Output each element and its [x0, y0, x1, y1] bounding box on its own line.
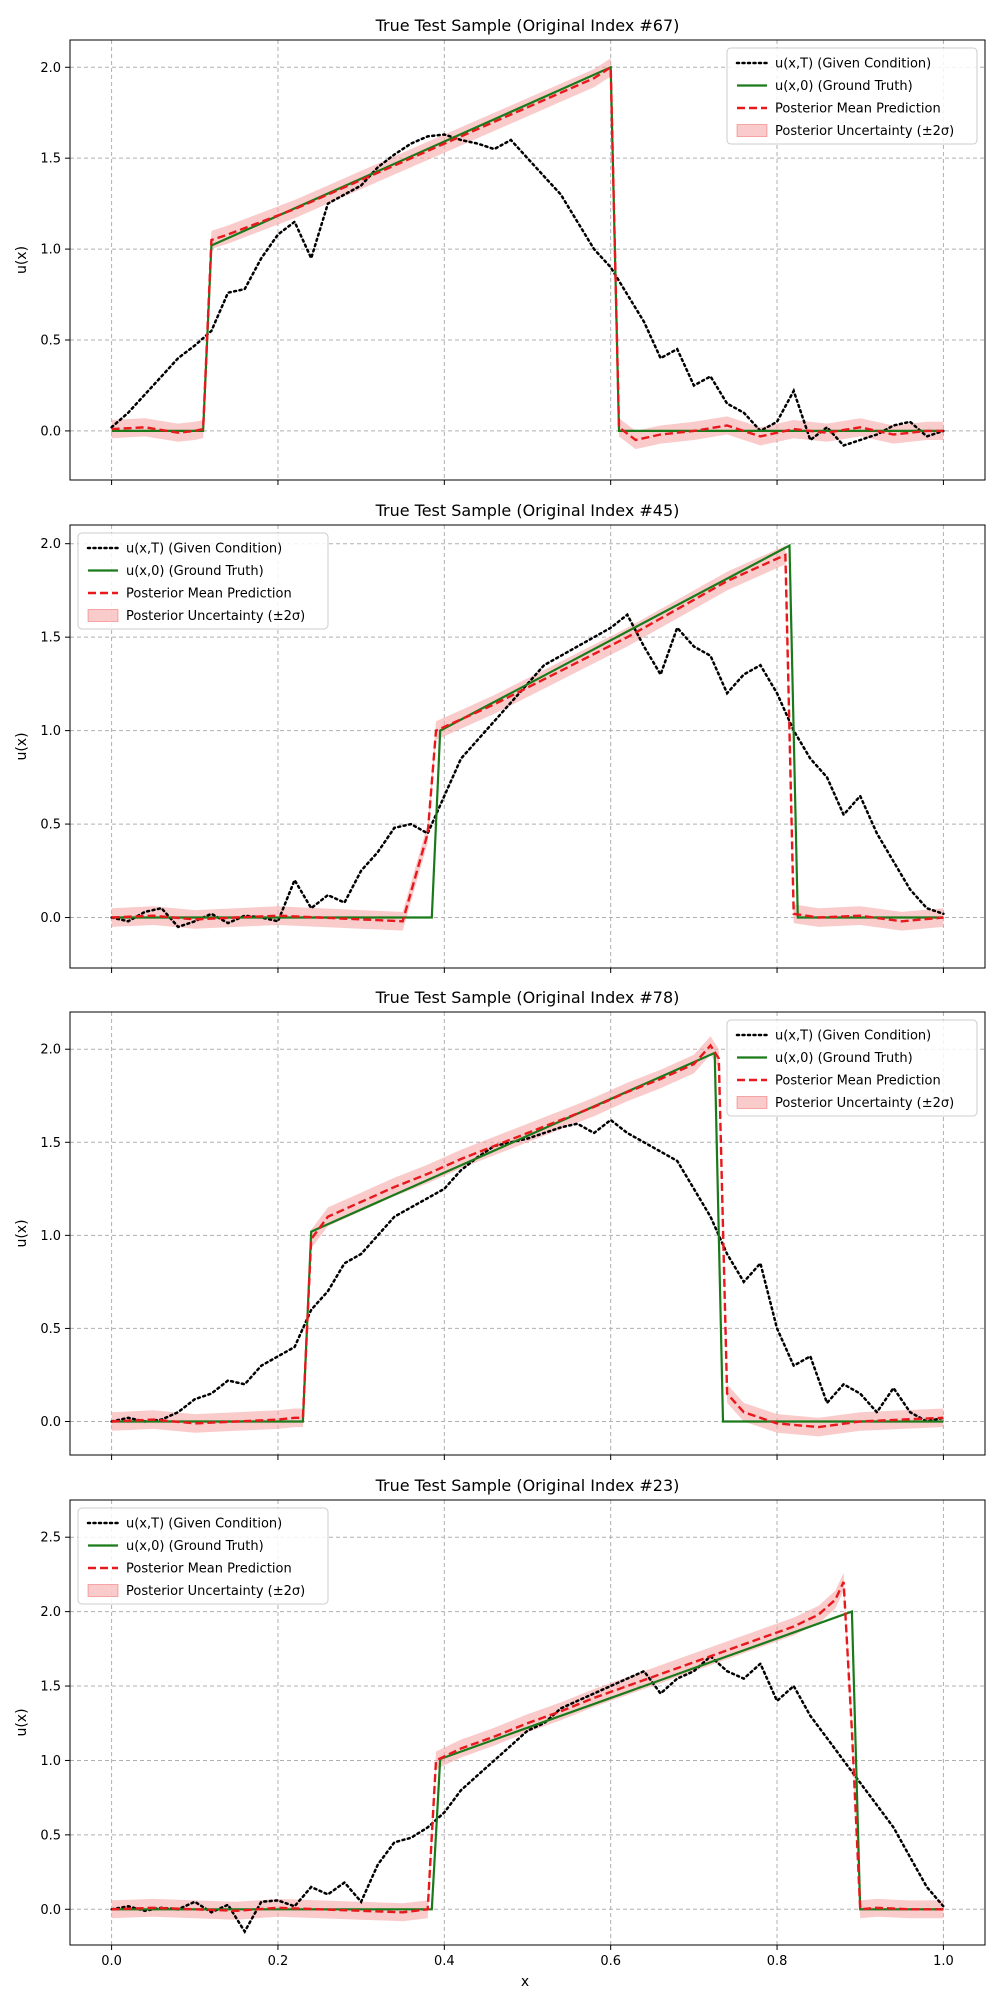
chart-title: True Test Sample (Original Index #45)	[375, 501, 680, 520]
legend-label-condition: u(x,T) (Given Condition)	[126, 1517, 282, 1532]
posterior-mean-line	[111, 1043, 944, 1429]
y-tick-label: 2.0	[40, 61, 61, 76]
y-tick-label: 0.5	[40, 334, 61, 349]
y-tick-label: 1.5	[40, 152, 61, 167]
y-tick-label: 0.0	[40, 911, 61, 926]
y-tick-label: 1.5	[40, 1136, 61, 1151]
y-tick-label: 0.0	[40, 1903, 61, 1918]
chart-panel-3: True Test Sample (Original Index #78) 0.0…	[14, 988, 986, 1460]
legend-swatch-band	[87, 609, 119, 622]
y-tick-label: 0.5	[40, 818, 61, 833]
legend-label-band: Posterior Uncertainty (±2σ)	[775, 1096, 954, 1111]
chart-panel-2: True Test Sample (Original Index #45) 0.0…	[14, 501, 986, 973]
chart-panel-1: True Test Sample (Original Index #67) 0.0…	[14, 16, 986, 485]
legend-label-band: Posterior Uncertainty (±2σ)	[126, 1584, 305, 1599]
axes-frame	[69, 39, 986, 481]
y-tick-label: 2.5	[40, 1531, 61, 1546]
y-tick-label: 1.0	[40, 724, 61, 739]
legend-box	[726, 1019, 978, 1117]
legend-label-truth: u(x,0) (Ground Truth)	[775, 79, 913, 94]
posterior-mean-line	[111, 1581, 944, 1914]
x-tick-label: 0.6	[600, 1954, 621, 1969]
shared-x-axis-label: x	[521, 1974, 529, 1990]
condition-line	[110, 1118, 945, 1423]
legend-label-band: Posterior Uncertainty (±2σ)	[126, 609, 305, 624]
legend-label-condition: u(x,T) (Given Condition)	[775, 57, 931, 72]
ground-truth-line	[111, 1051, 944, 1423]
x-tick-label: 0.2	[268, 1954, 289, 1969]
x-tick-label: 0.0	[101, 1954, 122, 1969]
y-axis-label: u(x)	[14, 1708, 30, 1736]
legend: u(x,T) (Given Condition) u(x,0) (Ground T…	[726, 1019, 978, 1117]
posterior-mean-line	[111, 65, 944, 442]
y-tick-label: 1.0	[40, 1229, 61, 1244]
legend-box	[726, 47, 978, 145]
legend-box	[77, 1507, 329, 1605]
legend-label-truth: u(x,0) (Ground Truth)	[775, 1051, 913, 1066]
y-tick-label: 2.0	[40, 537, 61, 552]
y-axis-label: u(x)	[14, 732, 30, 760]
plot-area	[110, 58, 945, 450]
legend-label-mean: Posterior Mean Prediction	[126, 587, 292, 602]
y-tick-label: 0.0	[40, 1415, 61, 1430]
x-tick-label: 0.4	[434, 1954, 455, 1969]
axes-frame	[69, 1011, 986, 1456]
legend: u(x,T) (Given Condition) u(x,0) (Ground T…	[726, 47, 978, 145]
condition-line	[110, 133, 945, 447]
chart-title: True Test Sample (Original Index #23)	[375, 1476, 680, 1495]
ground-truth-line	[111, 1610, 944, 1911]
legend-label-truth: u(x,0) (Ground Truth)	[126, 564, 264, 579]
chart-title: True Test Sample (Original Index #78)	[375, 988, 680, 1007]
axes-frame	[69, 524, 986, 969]
chart-panel-4: True Test Sample (Original Index #23) 0.0…	[14, 1476, 986, 1969]
y-tick-label: 2.0	[40, 1605, 61, 1620]
condition-line	[110, 1654, 945, 1935]
y-tick-label: 2.0	[40, 1043, 61, 1058]
y-tick-label: 0.0	[40, 424, 61, 439]
legend-label-condition: u(x,T) (Given Condition)	[126, 542, 282, 557]
legend-label-mean: Posterior Mean Prediction	[775, 1074, 941, 1089]
legend-label-band: Posterior Uncertainty (±2σ)	[775, 124, 954, 139]
legend-box	[77, 532, 329, 630]
plot-area	[110, 543, 945, 931]
y-tick-label: 1.5	[40, 1680, 61, 1695]
axes-frame	[69, 1499, 986, 1946]
legend: u(x,T) (Given Condition) u(x,0) (Ground T…	[77, 1507, 329, 1605]
legend-label-condition: u(x,T) (Given Condition)	[775, 1029, 931, 1044]
y-tick-label: 1.0	[40, 243, 61, 258]
x-tick-label: 0.8	[767, 1954, 788, 1969]
legend-swatch-band	[87, 1584, 119, 1597]
y-tick-label: 0.5	[40, 1828, 61, 1843]
chart-title: True Test Sample (Original Index #67)	[375, 16, 680, 35]
plot-area	[110, 1572, 945, 1935]
y-tick-label: 1.5	[40, 631, 61, 646]
y-axis-label: u(x)	[14, 1219, 30, 1247]
x-tick-label: 1.0	[933, 1954, 954, 1969]
plot-area	[110, 1036, 945, 1437]
y-axis-label: u(x)	[14, 246, 30, 274]
legend-label-mean: Posterior Mean Prediction	[126, 1562, 292, 1577]
legend-label-truth: u(x,0) (Ground Truth)	[126, 1539, 264, 1554]
legend: u(x,T) (Given Condition) u(x,0) (Ground T…	[77, 532, 329, 630]
legend-label-mean: Posterior Mean Prediction	[775, 102, 941, 117]
y-tick-label: 0.5	[40, 1322, 61, 1337]
legend-swatch-band	[736, 124, 768, 137]
y-tick-label: 1.0	[40, 1754, 61, 1769]
legend-swatch-band	[736, 1096, 768, 1109]
posterior-mean-line	[111, 553, 944, 923]
